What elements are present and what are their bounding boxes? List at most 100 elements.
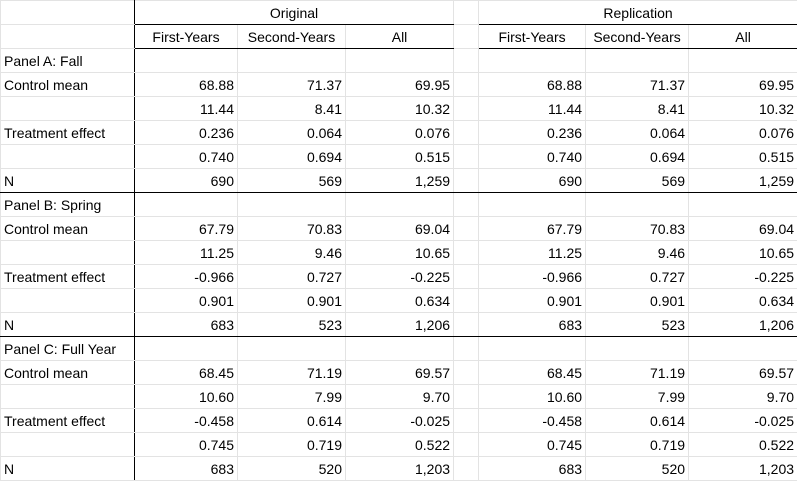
spacer-cell[interactable]	[453, 384, 479, 409]
spacer-cell[interactable]	[453, 456, 479, 481]
original-value-cell[interactable]: 1,259	[344, 168, 455, 193]
original-value-cell[interactable]: 520	[237, 456, 346, 481]
spacer-cell[interactable]	[453, 336, 479, 361]
original-value-cell[interactable]: 0.694	[237, 144, 346, 169]
row-label[interactable]: Treatment effect	[0, 264, 135, 289]
original-value-cell[interactable]: 69.04	[344, 216, 455, 241]
original-value-cell[interactable]: 0.901	[237, 288, 346, 313]
row-label[interactable]	[0, 240, 135, 265]
empty-cell[interactable]	[237, 48, 346, 73]
row-label[interactable]: N	[0, 312, 135, 337]
original-value-cell[interactable]: 71.19	[237, 360, 346, 385]
panel-title[interactable]: Panel B: Spring	[0, 192, 135, 217]
replication-value-cell[interactable]: 1,203	[688, 456, 797, 481]
panel-title[interactable]: Panel C: Full Year	[0, 336, 135, 361]
row-label[interactable]: Control mean	[0, 360, 135, 385]
corner-cell[interactable]	[0, 0, 135, 25]
original-value-cell[interactable]: 0.076	[344, 120, 455, 145]
spacer-cell[interactable]	[453, 240, 479, 265]
original-value-cell[interactable]: 569	[237, 168, 346, 193]
original-value-cell[interactable]: 0.614	[237, 408, 346, 433]
empty-cell[interactable]	[134, 336, 238, 361]
spacer-cell[interactable]	[453, 288, 479, 313]
replication-value-cell[interactable]: 10.32	[688, 96, 797, 121]
spacer-cell[interactable]	[453, 408, 479, 433]
replication-value-cell[interactable]: 11.25	[478, 240, 587, 265]
original-value-cell[interactable]: 0.515	[344, 144, 455, 169]
empty-cell[interactable]	[344, 336, 455, 361]
spacer-cell[interactable]	[453, 360, 479, 385]
replication-value-cell[interactable]: 0.515	[688, 144, 797, 169]
empty-cell[interactable]	[478, 192, 587, 217]
replication-value-cell[interactable]: 0.076	[688, 120, 797, 145]
replication-value-cell[interactable]: 0.901	[478, 288, 587, 313]
spacer-cell[interactable]	[453, 168, 479, 193]
empty-cell[interactable]	[134, 192, 238, 217]
empty-cell[interactable]	[585, 48, 690, 73]
original-value-cell[interactable]: 1,203	[344, 456, 455, 481]
original-value-cell[interactable]: 69.57	[344, 360, 455, 385]
spacer-cell[interactable]	[453, 216, 479, 241]
original-value-cell[interactable]: 9.46	[237, 240, 346, 265]
row-label[interactable]	[0, 144, 135, 169]
replication-value-cell[interactable]: -0.458	[478, 408, 587, 433]
empty-cell[interactable]	[344, 48, 455, 73]
spacer-cell[interactable]	[453, 120, 479, 145]
replication-value-cell[interactable]: 1,259	[688, 168, 797, 193]
spacer-cell[interactable]	[453, 0, 479, 25]
empty-cell[interactable]	[585, 192, 690, 217]
replication-value-cell[interactable]: 0.901	[585, 288, 690, 313]
row-label[interactable]: N	[0, 456, 135, 481]
original-value-cell[interactable]: 0.745	[134, 432, 238, 457]
header-all[interactable]: All	[688, 24, 797, 49]
header-second-years[interactable]: Second-Years	[585, 24, 690, 49]
original-value-cell[interactable]: 8.41	[237, 96, 346, 121]
empty-cell[interactable]	[478, 48, 587, 73]
replication-value-cell[interactable]: 523	[585, 312, 690, 337]
spacer-cell[interactable]	[453, 96, 479, 121]
panel-title[interactable]: Panel A: Fall	[0, 48, 135, 73]
replication-value-cell[interactable]: -0.966	[478, 264, 587, 289]
empty-cell[interactable]	[237, 336, 346, 361]
empty-cell[interactable]	[237, 192, 346, 217]
replication-value-cell[interactable]: -0.225	[688, 264, 797, 289]
original-value-cell[interactable]: 0.064	[237, 120, 346, 145]
original-value-cell[interactable]: 10.65	[344, 240, 455, 265]
replication-value-cell[interactable]: 69.95	[688, 72, 797, 97]
replication-value-cell[interactable]: 10.60	[478, 384, 587, 409]
replication-value-cell[interactable]: 70.83	[585, 216, 690, 241]
spacer-cell[interactable]	[453, 48, 479, 73]
replication-value-cell[interactable]: 0.727	[585, 264, 690, 289]
original-value-cell[interactable]: -0.025	[344, 408, 455, 433]
empty-cell[interactable]	[585, 336, 690, 361]
original-value-cell[interactable]: 690	[134, 168, 238, 193]
original-value-cell[interactable]: 7.99	[237, 384, 346, 409]
row-label[interactable]	[0, 384, 135, 409]
row-label[interactable]: Control mean	[0, 216, 135, 241]
original-value-cell[interactable]: 683	[134, 456, 238, 481]
spacer-cell[interactable]	[453, 24, 479, 49]
row-label[interactable]	[0, 432, 135, 457]
replication-value-cell[interactable]: 1,206	[688, 312, 797, 337]
spacer-cell[interactable]	[453, 264, 479, 289]
original-value-cell[interactable]: 11.44	[134, 96, 238, 121]
replication-value-cell[interactable]: 0.236	[478, 120, 587, 145]
original-value-cell[interactable]: 1,206	[344, 312, 455, 337]
empty-cell[interactable]	[688, 336, 797, 361]
replication-value-cell[interactable]: 569	[585, 168, 690, 193]
replication-value-cell[interactable]: 0.745	[478, 432, 587, 457]
original-value-cell[interactable]: 9.70	[344, 384, 455, 409]
original-value-cell[interactable]: 71.37	[237, 72, 346, 97]
original-value-cell[interactable]: 0.901	[134, 288, 238, 313]
original-value-cell[interactable]: 10.32	[344, 96, 455, 121]
replication-value-cell[interactable]: 7.99	[585, 384, 690, 409]
replication-value-cell[interactable]: 0.740	[478, 144, 587, 169]
original-value-cell[interactable]: -0.458	[134, 408, 238, 433]
header-original[interactable]: Original	[133, 0, 455, 25]
replication-value-cell[interactable]: 0.522	[688, 432, 797, 457]
replication-value-cell[interactable]: 67.79	[478, 216, 587, 241]
original-value-cell[interactable]: 70.83	[237, 216, 346, 241]
replication-value-cell[interactable]: 11.44	[478, 96, 587, 121]
spacer-cell[interactable]	[453, 144, 479, 169]
replication-value-cell[interactable]: 0.064	[585, 120, 690, 145]
